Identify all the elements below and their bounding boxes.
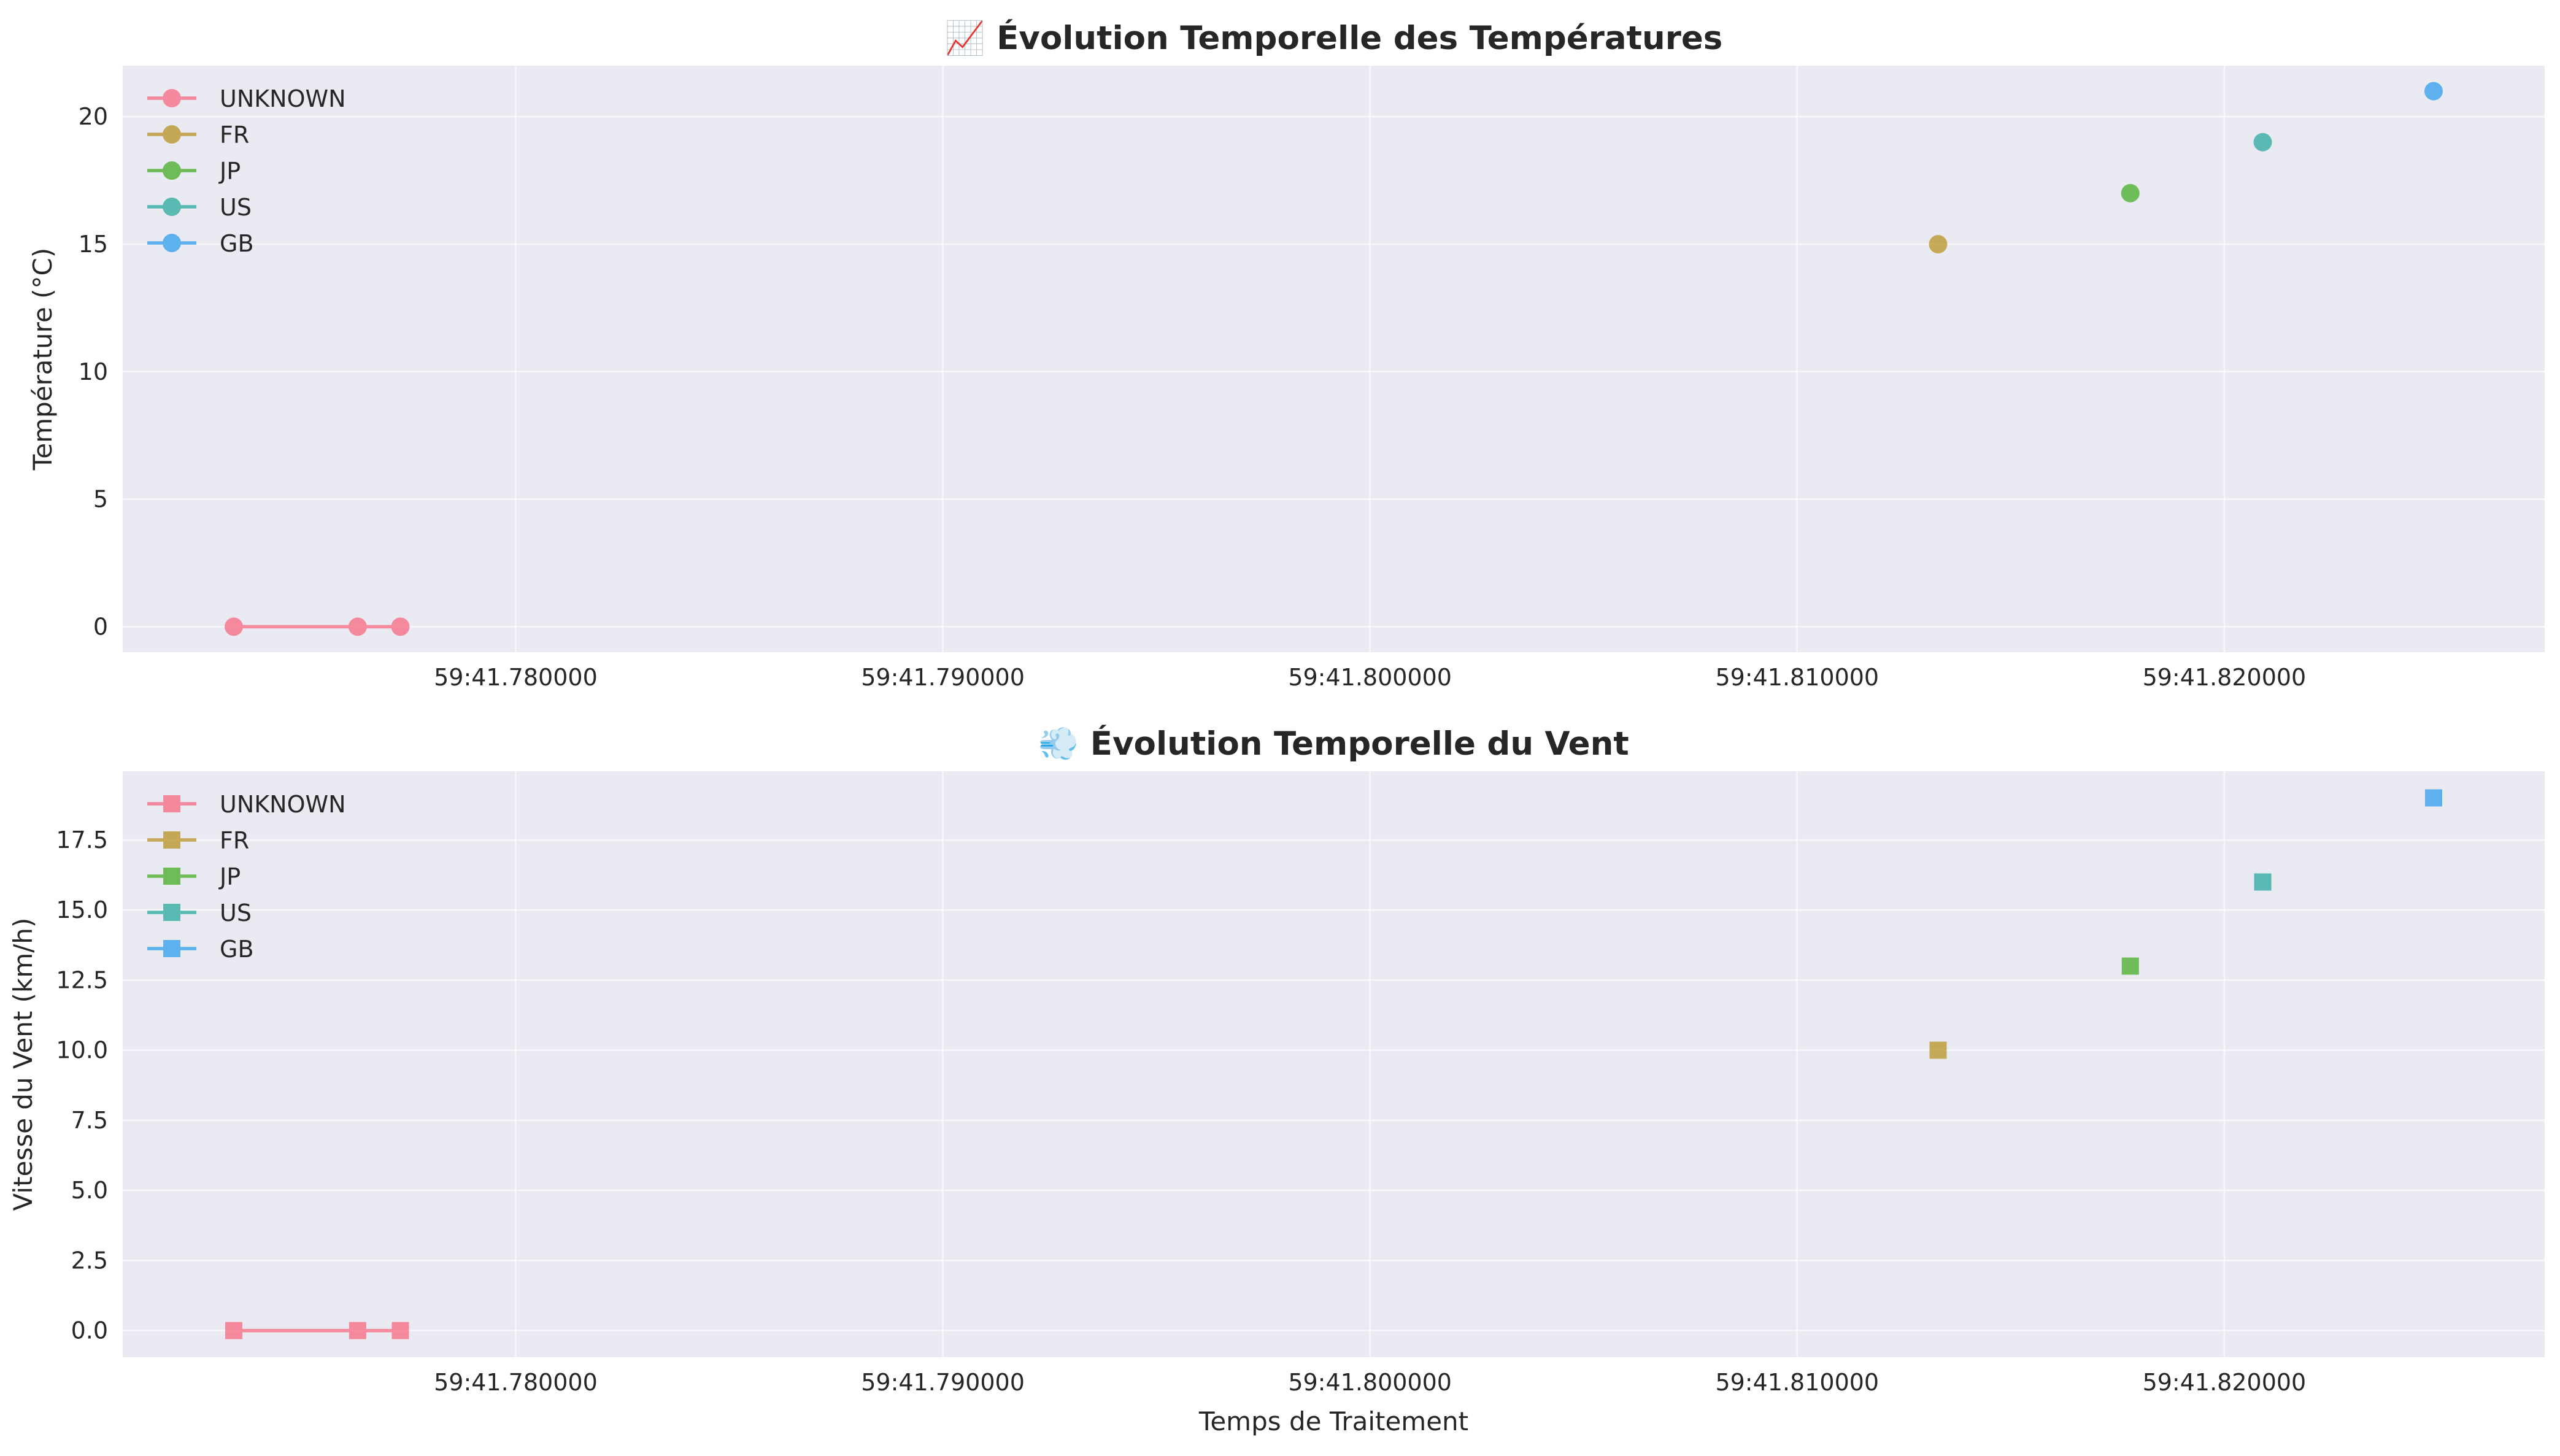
y-tick-label: 20 xyxy=(79,103,108,130)
wind-chart: 💨 Évolution Temporelle du Vent Vitesse d… xyxy=(8,724,2545,1436)
legend-item xyxy=(147,234,196,252)
legend-item xyxy=(147,868,196,885)
x-tick-label: 59:41.800000 xyxy=(1288,664,1452,691)
legend-label: GB xyxy=(220,936,254,963)
y-tick-label: 2.5 xyxy=(71,1247,108,1274)
x-tick-label: 59:41.790000 xyxy=(861,1369,1025,1396)
legend: UNKNOWN FR JP US GB xyxy=(147,85,346,257)
legend-item xyxy=(147,795,196,812)
plot-area xyxy=(123,771,2545,1357)
legend-item xyxy=(147,904,196,921)
legend-label: JP xyxy=(218,158,241,185)
legend-item xyxy=(147,940,196,957)
legend-marker xyxy=(163,868,180,885)
data-point xyxy=(224,617,243,636)
grid xyxy=(123,771,2545,1357)
legend: UNKNOWN FR JP US GB xyxy=(147,791,346,963)
data-point xyxy=(1929,1041,1947,1059)
series-jp xyxy=(2121,957,2139,975)
x-tick-label: 59:41.810000 xyxy=(1715,1369,1879,1396)
data-point xyxy=(349,1322,366,1339)
y-tick-label: 17.5 xyxy=(56,826,108,853)
data-point xyxy=(2121,183,2140,202)
data-point xyxy=(2253,133,2272,152)
legend-label: UNKNOWN xyxy=(220,85,346,112)
legend-label: FR xyxy=(220,827,249,854)
series-us xyxy=(2253,133,2272,152)
y-tick-label: 10.0 xyxy=(56,1037,108,1064)
series-unknown xyxy=(224,617,410,636)
legend-item xyxy=(147,198,196,216)
legend-label: UNKNOWN xyxy=(220,791,346,818)
x-axis-label: Temps de Traitement xyxy=(1198,1406,1468,1436)
legend-item xyxy=(147,161,196,180)
series-fr xyxy=(1929,1041,1947,1059)
legend-marker xyxy=(163,89,181,107)
data-point xyxy=(391,1322,409,1339)
legend-marker xyxy=(163,831,180,849)
y-tick-label: 5.0 xyxy=(71,1177,108,1204)
y-tick-label: 15 xyxy=(79,231,108,258)
legend-label: JP xyxy=(218,863,241,890)
y-axis-label: Température (°C) xyxy=(28,248,58,471)
y-axis-label: Vitesse du Vent (km/h) xyxy=(8,918,38,1211)
data-point xyxy=(1929,234,1948,253)
data-point xyxy=(391,617,410,636)
legend-label: GB xyxy=(220,230,254,257)
series-unknown xyxy=(225,1322,409,1339)
series-fr xyxy=(1929,234,1948,253)
plot-area xyxy=(123,66,2545,652)
legend-marker xyxy=(163,125,181,144)
data-point xyxy=(2121,957,2139,975)
legend-marker xyxy=(163,795,180,812)
legend-marker xyxy=(163,161,181,180)
legend-item xyxy=(147,89,196,107)
x-tick-label: 59:41.820000 xyxy=(2143,1369,2307,1396)
data-point xyxy=(2254,873,2272,891)
series-gb xyxy=(2424,82,2443,101)
legend-marker xyxy=(163,904,180,921)
legend-label: US xyxy=(220,899,252,926)
legend-item xyxy=(147,831,196,849)
data-point xyxy=(2424,82,2443,101)
x-tick-label: 59:41.780000 xyxy=(434,664,598,691)
series-jp xyxy=(2121,183,2140,202)
x-tick-label: 59:41.820000 xyxy=(2143,664,2307,691)
legend-marker xyxy=(163,234,181,252)
x-tick-label: 59:41.800000 xyxy=(1288,1369,1452,1396)
y-tick-label: 10 xyxy=(79,358,108,385)
y-tick-label: 12.5 xyxy=(56,966,108,993)
x-tick-label: 59:41.790000 xyxy=(861,664,1025,691)
legend-marker xyxy=(163,198,181,216)
y-tick-label: 0.0 xyxy=(71,1317,108,1344)
temperature-chart: 📈 Évolution Temporelle des Températures … xyxy=(28,18,2545,691)
chart-title: 💨 Évolution Temporelle du Vent xyxy=(1038,724,1629,763)
series-us xyxy=(2254,873,2272,891)
x-tick-label: 59:41.780000 xyxy=(434,1369,598,1396)
y-tick-label: 15.0 xyxy=(56,896,108,923)
chart-title: 📈 Évolution Temporelle des Températures xyxy=(945,18,1723,57)
data-point xyxy=(2425,789,2443,807)
y-tick-label: 7.5 xyxy=(71,1107,108,1134)
x-tick-label: 59:41.810000 xyxy=(1715,664,1879,691)
legend-item xyxy=(147,125,196,144)
data-point xyxy=(348,617,367,636)
series-gb xyxy=(2425,789,2443,807)
legend-label: US xyxy=(220,194,252,221)
legend-marker xyxy=(163,940,180,957)
legend-label: FR xyxy=(220,121,249,148)
y-tick-label: 5 xyxy=(93,486,108,513)
grid xyxy=(123,66,2545,652)
y-tick-label: 0 xyxy=(93,613,108,640)
data-point xyxy=(225,1322,242,1339)
